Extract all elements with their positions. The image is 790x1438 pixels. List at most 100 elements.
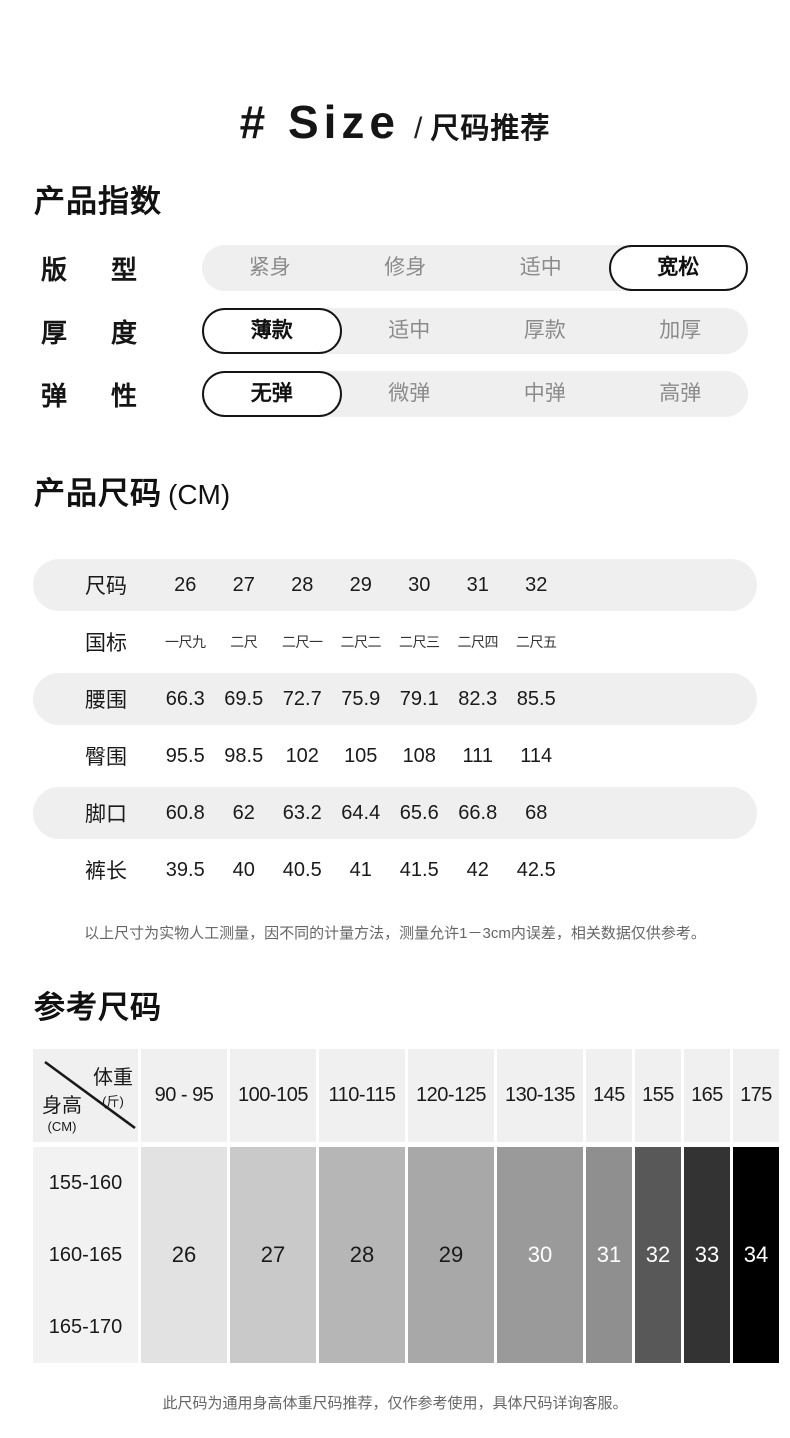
size-cell: 102 bbox=[285, 744, 319, 767]
table-row-national-standard: 国标 一尺九 二尺 二尺一 二尺二 二尺三 二尺四 二尺五 bbox=[33, 616, 757, 668]
size-cell: 64.4 bbox=[341, 801, 381, 824]
table-row-size: 尺码 26 27 28 29 30 31 32 bbox=[33, 559, 757, 611]
size-recommendation-cell: 34 bbox=[733, 1147, 779, 1363]
weight-col-header: 100-105 bbox=[230, 1049, 316, 1142]
size-cell: 二尺 bbox=[230, 634, 258, 650]
size-cell: 41 bbox=[349, 858, 372, 881]
row-label: 腰围 bbox=[85, 689, 127, 712]
row-label: 国标 bbox=[85, 632, 127, 655]
title-subtitle: 尺码推荐 bbox=[430, 113, 551, 145]
size-cell: 95.5 bbox=[165, 744, 205, 767]
size-cell: 85.5 bbox=[516, 687, 556, 710]
weight-col-header: 155 bbox=[635, 1049, 681, 1142]
weight-col-header: 110-115 bbox=[319, 1049, 405, 1142]
elasticity-option-track: 无弹 微弹 中弹 高弹 bbox=[202, 371, 748, 417]
elasticity-option-selected: 无弹 bbox=[202, 371, 342, 417]
size-cell: 26 bbox=[174, 573, 197, 596]
height-row-label: 155-160 bbox=[48, 1171, 123, 1194]
index-row-label: 弹性 bbox=[41, 380, 137, 411]
index-row-thickness: 厚度 薄款 适中 厚款 加厚 bbox=[0, 308, 790, 354]
row-label: 裤长 bbox=[85, 860, 127, 883]
table-row-pants-length: 裤长 39.5 40 40.5 41 41.5 42 42.5 bbox=[33, 844, 757, 896]
elasticity-option: 中弹 bbox=[523, 382, 566, 405]
measurement-disclaimer: 以上尺寸为实物人工测量，因不同的计量方法，测量允许1－3cm内误差，相关数据仅供… bbox=[84, 925, 706, 942]
size-cell: 42 bbox=[466, 858, 489, 881]
size-cell: 62 bbox=[232, 801, 255, 824]
product-index-rows: 版型 紧身 修身 适中 宽松 厚度 薄款 适中 厚款 加厚 弹性 无弹 微弹 中… bbox=[0, 245, 790, 434]
row-label: 尺码 bbox=[85, 575, 127, 598]
size-cell: 42.5 bbox=[516, 858, 556, 881]
row-label: 臀围 bbox=[85, 746, 127, 769]
height-row-labels: 155-160 160-165 165-170 bbox=[33, 1147, 138, 1363]
index-row-elasticity: 弹性 无弹 微弹 中弹 高弹 bbox=[0, 371, 790, 417]
size-recommendation-cell: 27 bbox=[230, 1147, 316, 1363]
thickness-option: 适中 bbox=[388, 319, 431, 342]
size-recommendation-cell: 31 bbox=[586, 1147, 632, 1363]
table-row-hip: 臀围 95.5 98.5 102 105 108 111 114 bbox=[33, 730, 757, 782]
size-recommendation-cell: 26 bbox=[141, 1147, 227, 1363]
size-cell: 27 bbox=[232, 573, 255, 596]
size-cell: 66.8 bbox=[458, 801, 498, 824]
size-recommendation-cell: 29 bbox=[408, 1147, 494, 1363]
fit-option: 修身 bbox=[384, 256, 427, 279]
height-axis-label: 身高 (CM) bbox=[42, 1095, 82, 1134]
size-cell: 98.5 bbox=[224, 744, 264, 767]
size-cell: 105 bbox=[344, 744, 378, 767]
size-cell: 31 bbox=[466, 573, 489, 596]
matrix-body: 155-160 160-165 165-170 26 27 28 29 30 3… bbox=[33, 1147, 779, 1363]
size-cell: 108 bbox=[402, 744, 436, 767]
diagonal-divider-line bbox=[44, 1060, 136, 1130]
size-cell: 二尺五 bbox=[516, 634, 557, 650]
size-cell: 39.5 bbox=[165, 858, 205, 881]
size-cell: 63.2 bbox=[282, 801, 322, 824]
index-row-fit: 版型 紧身 修身 适中 宽松 bbox=[0, 245, 790, 291]
size-cell: 二尺一 bbox=[282, 634, 323, 650]
size-chart-unit: (CM) bbox=[168, 479, 231, 510]
fit-option: 适中 bbox=[519, 256, 562, 279]
title-size-label: # Size bbox=[239, 96, 401, 148]
height-row-label: 160-165 bbox=[48, 1243, 123, 1266]
weight-col-header: 120-125 bbox=[408, 1049, 494, 1142]
size-cell: 75.9 bbox=[341, 687, 381, 710]
weight-col-header: 130-135 bbox=[497, 1049, 583, 1142]
size-cell: 30 bbox=[408, 573, 431, 596]
size-cell: 65.6 bbox=[399, 801, 439, 824]
size-cell: 79.1 bbox=[399, 687, 439, 710]
weight-col-header: 90 - 95 bbox=[141, 1049, 227, 1142]
size-cell: 60.8 bbox=[165, 801, 205, 824]
size-cell: 41.5 bbox=[399, 858, 439, 881]
size-cell: 28 bbox=[291, 573, 314, 596]
size-cell: 二尺四 bbox=[457, 634, 499, 650]
fit-option: 紧身 bbox=[248, 256, 291, 279]
size-cell: 66.3 bbox=[165, 687, 205, 710]
index-row-label: 厚度 bbox=[41, 317, 137, 348]
size-recommendation-cell: 30 bbox=[497, 1147, 583, 1363]
size-cell: 69.5 bbox=[224, 687, 264, 710]
weight-col-header: 175 bbox=[733, 1049, 779, 1142]
size-cell: 111 bbox=[462, 744, 493, 767]
title-separator: / bbox=[414, 112, 423, 145]
size-chart-heading-text: 产品尺码 bbox=[34, 476, 162, 511]
thickness-option-selected: 薄款 bbox=[202, 308, 342, 354]
fit-option-track: 紧身 修身 适中 宽松 bbox=[202, 245, 748, 291]
table-row-leg-opening: 脚口 60.8 62 63.2 64.4 65.6 66.8 68 bbox=[33, 787, 757, 839]
weight-col-header: 145 bbox=[586, 1049, 632, 1142]
size-cell: 一尺九 bbox=[165, 634, 206, 650]
thickness-option: 加厚 bbox=[659, 319, 702, 342]
product-index-heading: 产品指数 bbox=[34, 184, 162, 219]
size-chart-heading: 产品尺码 (CM) bbox=[34, 468, 230, 513]
size-recommendation-cell: 32 bbox=[635, 1147, 681, 1363]
reference-size-heading: 参考尺码 bbox=[34, 990, 162, 1025]
thickness-option: 厚款 bbox=[523, 319, 566, 342]
size-cell: 40.5 bbox=[282, 858, 322, 881]
reference-size-matrix: 体重 (斤) 身高 (CM) 90 - 95 100-105 110-115 1… bbox=[33, 1049, 779, 1363]
thickness-option-track: 薄款 适中 厚款 加厚 bbox=[202, 308, 748, 354]
height-row-label: 165-170 bbox=[48, 1315, 123, 1338]
index-row-label: 版型 bbox=[41, 254, 137, 285]
size-cell: 二尺二 bbox=[340, 634, 382, 650]
reference-disclaimer: 此尺码为通用身高体重尺码推荐，仅作参考使用，具体尺码详询客服。 bbox=[162, 1395, 628, 1412]
matrix-header-row: 体重 (斤) 身高 (CM) 90 - 95 100-105 110-115 1… bbox=[33, 1049, 779, 1142]
elasticity-option: 微弹 bbox=[388, 382, 431, 405]
size-cell: 68 bbox=[525, 801, 548, 824]
